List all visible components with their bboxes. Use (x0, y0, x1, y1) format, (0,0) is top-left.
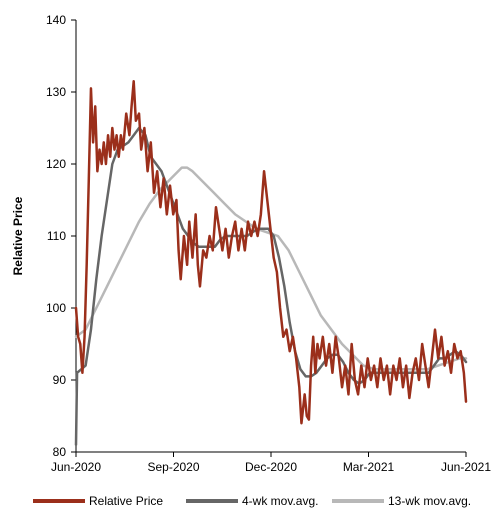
y-tick-label: 120 (46, 157, 66, 171)
legend-item-mov4: 4-wk mov.avg. (186, 494, 318, 508)
legend-label: 4-wk mov.avg. (242, 494, 318, 508)
x-tick-label: Dec-2020 (245, 460, 297, 474)
y-tick-label: 80 (53, 445, 67, 459)
legend-label: Relative Price (89, 494, 163, 508)
x-tick-label: Jun-2021 (441, 460, 491, 474)
y-axis-ticks: 80 90 100 110 120 130 140 (46, 13, 76, 459)
x-tick-label: Mar-2021 (343, 460, 395, 474)
y-tick-label: 140 (46, 13, 66, 27)
series-line-relative-price (74, 79, 468, 425)
series-layer (74, 79, 468, 447)
y-tick-label: 130 (46, 85, 66, 99)
series-line-mov4 (74, 126, 468, 447)
legend-label: 13-wk mov.avg. (388, 494, 471, 508)
series-line-mov13 (74, 166, 468, 371)
legend-item-relative-price: Relative Price (33, 494, 163, 508)
x-axis-ticks: Jun-2020 Sep-2020 Dec-2020 Mar-2021 Jun-2021 (51, 452, 491, 474)
y-tick-label: 90 (53, 373, 67, 387)
y-tick-label: 100 (46, 301, 66, 315)
legend: Relative Price 4-wk mov.avg. 13-wk mov.avg… (33, 494, 471, 508)
x-tick-label: Sep-2020 (147, 460, 199, 474)
y-axis-title: Relative Price (11, 196, 25, 275)
x-tick-label: Jun-2020 (51, 460, 101, 474)
legend-item-mov13: 13-wk mov.avg. (332, 494, 471, 508)
y-tick-label: 110 (47, 229, 66, 243)
